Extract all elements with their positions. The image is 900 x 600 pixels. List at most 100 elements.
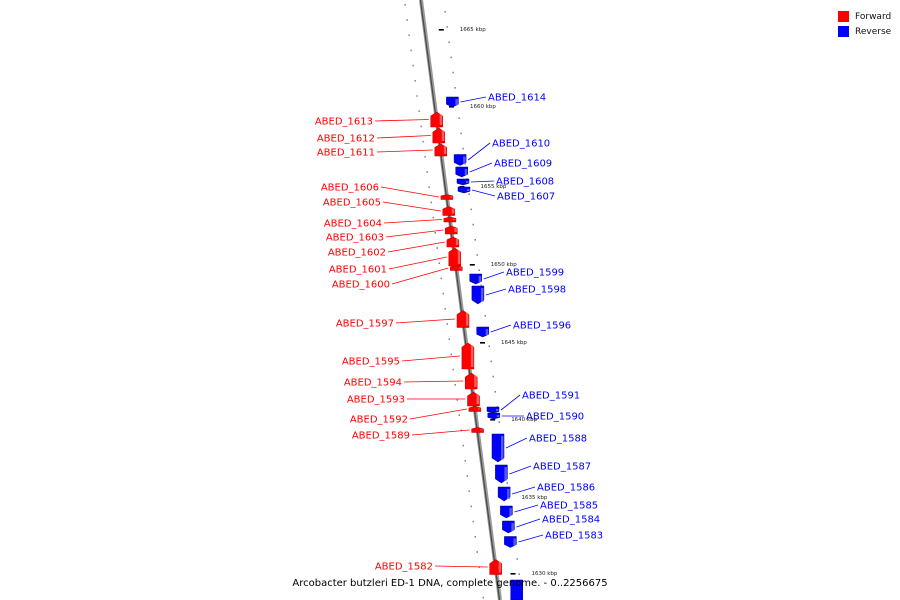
gene-label[interactable]: ABED_1605 bbox=[323, 198, 381, 209]
gene-abed-1584[interactable]: ABED_1584 bbox=[502, 515, 600, 534]
gene-shade bbox=[477, 408, 481, 410]
gene-label[interactable]: ABED_1592 bbox=[350, 415, 408, 426]
gene-abed-1597[interactable]: ABED_1597 bbox=[336, 310, 470, 330]
gene-shape[interactable] bbox=[468, 406, 482, 412]
gene-shape[interactable] bbox=[486, 406, 500, 414]
gene-label[interactable]: ABED_1582 bbox=[375, 562, 433, 573]
gene-shade bbox=[480, 429, 484, 431]
gene-shade bbox=[478, 276, 482, 282]
gene-shade bbox=[474, 375, 477, 387]
gene-abed-1605[interactable]: ABED_1605 bbox=[323, 198, 456, 216]
scale-label: 1645 kbp bbox=[501, 340, 527, 346]
scale-label: 1630 kbp bbox=[532, 571, 558, 577]
gene-shape[interactable] bbox=[443, 216, 457, 223]
gene-shape[interactable] bbox=[450, 265, 463, 271]
gene-label[interactable]: ABED_1600 bbox=[332, 280, 390, 291]
gene-abed-1612[interactable]: ABED_1612 bbox=[317, 127, 446, 145]
gene-offscreen[interactable] bbox=[510, 579, 523, 600]
gene-label[interactable]: ABED_1602 bbox=[328, 248, 386, 259]
gene-shape[interactable] bbox=[471, 427, 484, 433]
gene-label[interactable]: ABED_1601 bbox=[329, 265, 387, 276]
gene-shape[interactable] bbox=[440, 194, 454, 200]
gene-label[interactable]: ABED_1598 bbox=[508, 285, 566, 296]
gene-abed-1608[interactable]: ABED_1608 bbox=[456, 177, 554, 188]
gene-label[interactable]: ABED_1591 bbox=[522, 391, 580, 402]
gene-shape[interactable] bbox=[456, 178, 470, 186]
gene-shade bbox=[464, 169, 468, 175]
gene-abed-1609[interactable]: ABED_1609 bbox=[455, 159, 552, 178]
gene-abed-1594[interactable]: ABED_1594 bbox=[344, 372, 478, 390]
gene-label[interactable]: ABED_1612 bbox=[317, 134, 375, 145]
gene-label[interactable]: ABED_1613 bbox=[315, 117, 373, 128]
gene-label[interactable]: ABED_1609 bbox=[494, 159, 552, 170]
gene-label[interactable]: ABED_1584 bbox=[542, 515, 600, 526]
gene-abed-1606[interactable]: ABED_1606 bbox=[321, 183, 454, 200]
gene-shade bbox=[513, 538, 516, 546]
gene-label[interactable]: ABED_1589 bbox=[352, 431, 410, 442]
gene-abed-1600[interactable]: ABED_1600 bbox=[332, 265, 463, 291]
gene-shape[interactable] bbox=[487, 412, 501, 420]
gene-leader bbox=[470, 180, 495, 183]
gene-label[interactable]: ABED_1588 bbox=[529, 434, 587, 445]
gene-label[interactable]: ABED_1608 bbox=[496, 177, 554, 188]
gene-shade bbox=[496, 415, 500, 417]
reverse-label: Reverse bbox=[855, 26, 892, 37]
gene-label[interactable]: ABED_1583 bbox=[545, 531, 603, 542]
gene-label[interactable]: ABED_1585 bbox=[540, 501, 598, 512]
gene-label[interactable]: ABED_1614 bbox=[488, 93, 546, 104]
gene-leader bbox=[509, 465, 532, 475]
gene-label[interactable]: ABED_1611 bbox=[317, 148, 375, 159]
gene-abed-1582[interactable]: ABED_1582 bbox=[375, 559, 502, 575]
gene-abed-1603[interactable]: ABED_1603 bbox=[326, 225, 458, 244]
gene-label[interactable]: ABED_1597 bbox=[336, 319, 394, 330]
gene-abed-1585[interactable]: ABED_1585 bbox=[500, 501, 598, 519]
gene-abed-1595[interactable]: ABED_1595 bbox=[342, 342, 475, 370]
gene-label[interactable]: ABED_1599 bbox=[506, 268, 564, 279]
scale-marker bbox=[480, 342, 485, 344]
gene-label[interactable]: ABED_1593 bbox=[347, 395, 405, 406]
gene-abed-1592[interactable]: ABED_1592 bbox=[350, 406, 482, 426]
gene-shade bbox=[439, 114, 443, 125]
gene-abed-1602[interactable]: ABED_1602 bbox=[328, 236, 460, 259]
gene-abed-1607[interactable]: ABED_1607 bbox=[457, 186, 555, 203]
gene-abed-1589[interactable]: ABED_1589 bbox=[352, 427, 484, 442]
gene-label[interactable]: ABED_1594 bbox=[344, 378, 402, 389]
gene-label[interactable]: ABED_1596 bbox=[513, 321, 571, 332]
gene-abed-1593[interactable]: ABED_1593 bbox=[347, 391, 480, 407]
gene-label[interactable]: ABED_1607 bbox=[497, 192, 555, 203]
gene-label[interactable]: ABED_1595 bbox=[342, 357, 400, 368]
gene-abed-1613[interactable]: ABED_1613 bbox=[315, 111, 443, 128]
gene-shade bbox=[466, 181, 469, 183]
gene-label[interactable]: ABED_1606 bbox=[321, 183, 379, 194]
gene-shape[interactable] bbox=[457, 186, 471, 194]
gene-label[interactable]: ABED_1604 bbox=[324, 219, 382, 230]
gene-abed-1591[interactable]: ABED_1591 bbox=[486, 391, 580, 414]
gene-label[interactable]: ABED_1587 bbox=[533, 462, 591, 473]
gene-abed-1583[interactable]: ABED_1583 bbox=[504, 531, 603, 548]
scale-marker bbox=[490, 419, 496, 421]
gene-abed-1614[interactable]: ABED_1614 bbox=[446, 93, 546, 108]
gene-abed-1599[interactable]: ABED_1599 bbox=[469, 268, 564, 285]
gene-label[interactable]: ABED_1603 bbox=[326, 233, 384, 244]
gene-label[interactable]: ABED_1586 bbox=[537, 483, 595, 494]
gene-shade bbox=[504, 467, 507, 481]
gene-abed-1590[interactable]: ABED_1590 bbox=[487, 412, 584, 423]
gene-abed-1587[interactable]: ABED_1587 bbox=[495, 462, 591, 484]
gene-abed-1598[interactable]: ABED_1598 bbox=[471, 285, 566, 305]
gene-abed-1586[interactable]: ABED_1586 bbox=[497, 483, 595, 502]
scale-label: 1640 kbp bbox=[511, 417, 537, 423]
gene-label[interactable]: ABED_1590 bbox=[526, 412, 584, 423]
gene-abed-1588[interactable]: ABED_1588 bbox=[491, 434, 587, 463]
scale-label: 1635 kbp bbox=[522, 495, 548, 501]
gene-abed-1611[interactable]: ABED_1611 bbox=[317, 143, 448, 159]
gene-abed-1596[interactable]: ABED_1596 bbox=[476, 321, 571, 338]
scale-label: 1665 kbp bbox=[460, 27, 486, 33]
gene-leader bbox=[514, 504, 539, 513]
gene-leader bbox=[409, 408, 467, 420]
gene-abed-1610[interactable]: ABED_1610 bbox=[453, 139, 550, 166]
gene-abed-1604[interactable]: ABED_1604 bbox=[324, 216, 457, 230]
gene-abed-1601[interactable]: ABED_1601 bbox=[329, 247, 462, 276]
gene-label[interactable]: ABED_1610 bbox=[492, 139, 550, 150]
gene-shade bbox=[498, 561, 502, 573]
gene-leader bbox=[500, 394, 521, 411]
